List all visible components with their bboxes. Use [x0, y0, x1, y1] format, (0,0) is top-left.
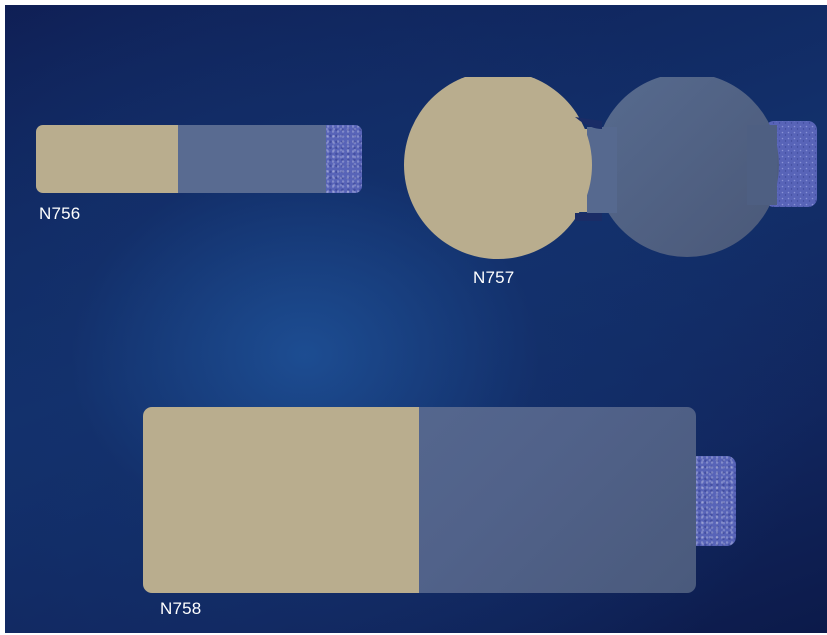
- label-n757: N757: [473, 268, 515, 287]
- label-n758: N758: [160, 599, 202, 618]
- film-n758: [143, 407, 696, 593]
- pad-n757-left: [404, 77, 592, 259]
- tab-n756: [322, 125, 362, 193]
- pad-n757-neck: [547, 129, 587, 212]
- film-n757-neck-right: [587, 127, 617, 213]
- product-n756: [36, 125, 362, 193]
- film-n756: [36, 125, 326, 193]
- label-n756: N756: [39, 204, 81, 223]
- film-n757-right: [595, 77, 779, 257]
- tab-n757: [765, 121, 817, 207]
- tab-n758: [691, 456, 736, 546]
- product-n757: [404, 77, 817, 259]
- product-canvas: N756 N757: [5, 5, 827, 633]
- product-n758: [143, 407, 740, 593]
